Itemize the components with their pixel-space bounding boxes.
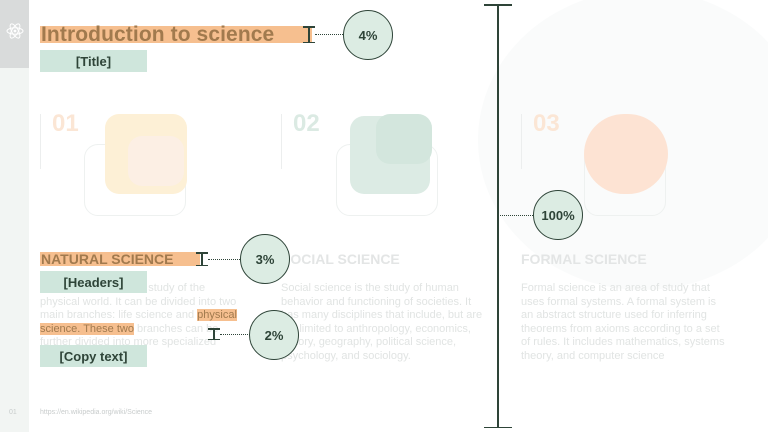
page-title: Introduction to science: [41, 23, 275, 46]
copy-leader-line: [220, 334, 250, 335]
title-highlight: [40, 26, 312, 43]
column-header-formal: FORMAL SCIENCE: [521, 251, 647, 267]
column-divider-2: [281, 114, 282, 169]
left-sidebar-strip: [0, 0, 29, 432]
slide-number: 01: [9, 409, 17, 416]
headers-tag: [Headers]: [40, 271, 147, 293]
logo-box: [0, 0, 29, 68]
title-size-bracket: [303, 26, 315, 43]
header-percent-badge: 3%: [240, 234, 290, 284]
copy-percent-badge: 2%: [249, 310, 299, 360]
column-percent-badge: 100%: [533, 190, 583, 240]
column-header-social: SOCIAL SCIENCE: [281, 251, 400, 267]
copy-tag: [Copy text]: [40, 345, 147, 367]
column-header-natural: NATURAL SCIENCE: [41, 251, 174, 267]
column-divider-3: [521, 114, 522, 169]
atom-icon: [6, 23, 23, 39]
column-divider-1: [40, 114, 41, 169]
title-percent-badge: 4%: [343, 10, 393, 60]
header-highlight: [40, 252, 200, 266]
column-number-2: 02: [293, 110, 320, 137]
title-leader-line: [315, 34, 343, 35]
header-size-bracket: [196, 252, 208, 266]
column-height-measure: [484, 4, 512, 428]
column-body-social: Social science is the study of human beh…: [281, 282, 483, 362]
title-tag: [Title]: [40, 50, 147, 72]
column-number-1: 01: [52, 110, 79, 137]
column-leader-line: [500, 215, 533, 216]
header-leader-line: [208, 259, 240, 260]
source-link[interactable]: https://en.wikipedia.org/wiki/Science: [40, 409, 153, 416]
copy-size-bracket: [208, 328, 220, 340]
column-number-3: 03: [533, 110, 560, 137]
column-body-formal: Formal science is an area of study that …: [521, 282, 725, 362]
